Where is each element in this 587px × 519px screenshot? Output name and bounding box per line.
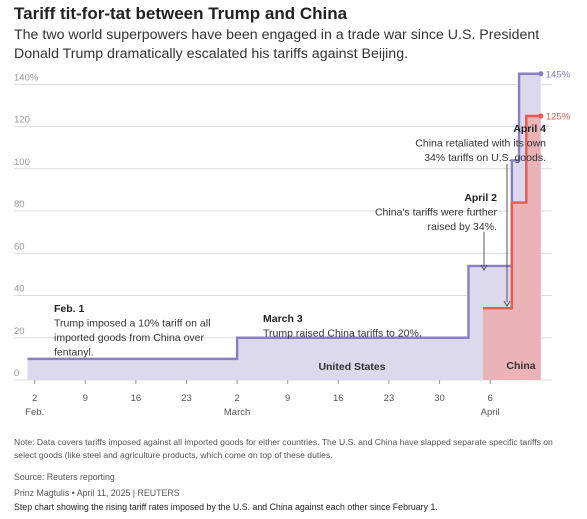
annotation-text: China's tariffs were further — [375, 207, 498, 219]
chart-alt-text: Step chart showing the rising tariff rat… — [14, 502, 438, 512]
x-tick-label: 9 — [285, 393, 290, 404]
y-tick-label: 0 — [14, 368, 19, 379]
x-tick-label: 30 — [434, 393, 445, 404]
y-tick-label: 80 — [14, 199, 25, 210]
chart-source: Source: Reuters reporting — [14, 472, 115, 482]
series-name-label: China — [506, 360, 535, 372]
annotation-text: imported goods from China over — [54, 332, 204, 344]
y-tick-label: 60 — [14, 241, 25, 252]
series-end-label: 125% — [546, 112, 571, 123]
annotation-arrow-apr4-head — [503, 300, 511, 307]
y-tick-label: 140% — [14, 72, 39, 83]
y-tick-label: 40 — [14, 284, 25, 295]
x-tick-label: 23 — [384, 393, 395, 404]
annotation-heading: March 3 — [263, 313, 303, 325]
x-tick-sublabel: March — [224, 407, 250, 418]
series-line-0 — [27, 72, 541, 361]
series-end-label: 145% — [546, 69, 571, 80]
y-tick-label: 120 — [14, 115, 30, 126]
series-name-label: United States — [318, 361, 385, 373]
chart-credit: Prinz Magtulis • April 11, 2025 | REUTER… — [14, 488, 180, 498]
chart-subtitle: The two world superpowers have been enga… — [14, 27, 540, 62]
annotation-text: Trump imposed a 10% tariff on all — [54, 318, 210, 330]
annotation-arrow-apr2-head — [480, 264, 488, 271]
x-tick-label: 2 — [234, 393, 239, 404]
annotation-text: 34% tariffs on U.S. goods. — [424, 152, 546, 164]
x-tick-label: 2 — [32, 393, 37, 404]
annotation-text: fentanyl. — [54, 347, 94, 359]
annotation-text: raised by 34%. — [428, 221, 497, 233]
x-tick-sublabel: April — [481, 407, 500, 418]
series-line-1 — [482, 114, 541, 310]
series-end-marker — [538, 71, 544, 77]
series-end-marker — [538, 113, 544, 119]
chart-title: Tariff tit-for-tat between Trump and Chi… — [14, 4, 348, 23]
x-tick-label: 6 — [488, 393, 493, 404]
x-tick-sublabel: Feb. — [25, 407, 44, 418]
annotation-heading: April 4 — [513, 123, 546, 135]
chart-note: Note: Data covers tariffs imposed agains… — [14, 437, 553, 460]
x-tick-label: 16 — [131, 393, 142, 404]
annotation-heading: April 2 — [464, 192, 497, 204]
annotation-text: China retaliated with its own — [415, 138, 546, 150]
y-tick-label: 20 — [14, 326, 25, 337]
x-tick-label: 9 — [83, 393, 88, 404]
annotation-heading: Feb. 1 — [54, 303, 85, 315]
x-tick-label: 23 — [181, 393, 192, 404]
x-tick-label: 16 — [333, 393, 344, 404]
annotation-text: Trump raised China tariffs to 20%. — [263, 328, 422, 340]
y-tick-label: 100 — [14, 157, 30, 168]
tariff-step-chart: 0 20 40 60 80 100 120 140% 145% 125% United States… — [14, 69, 571, 418]
